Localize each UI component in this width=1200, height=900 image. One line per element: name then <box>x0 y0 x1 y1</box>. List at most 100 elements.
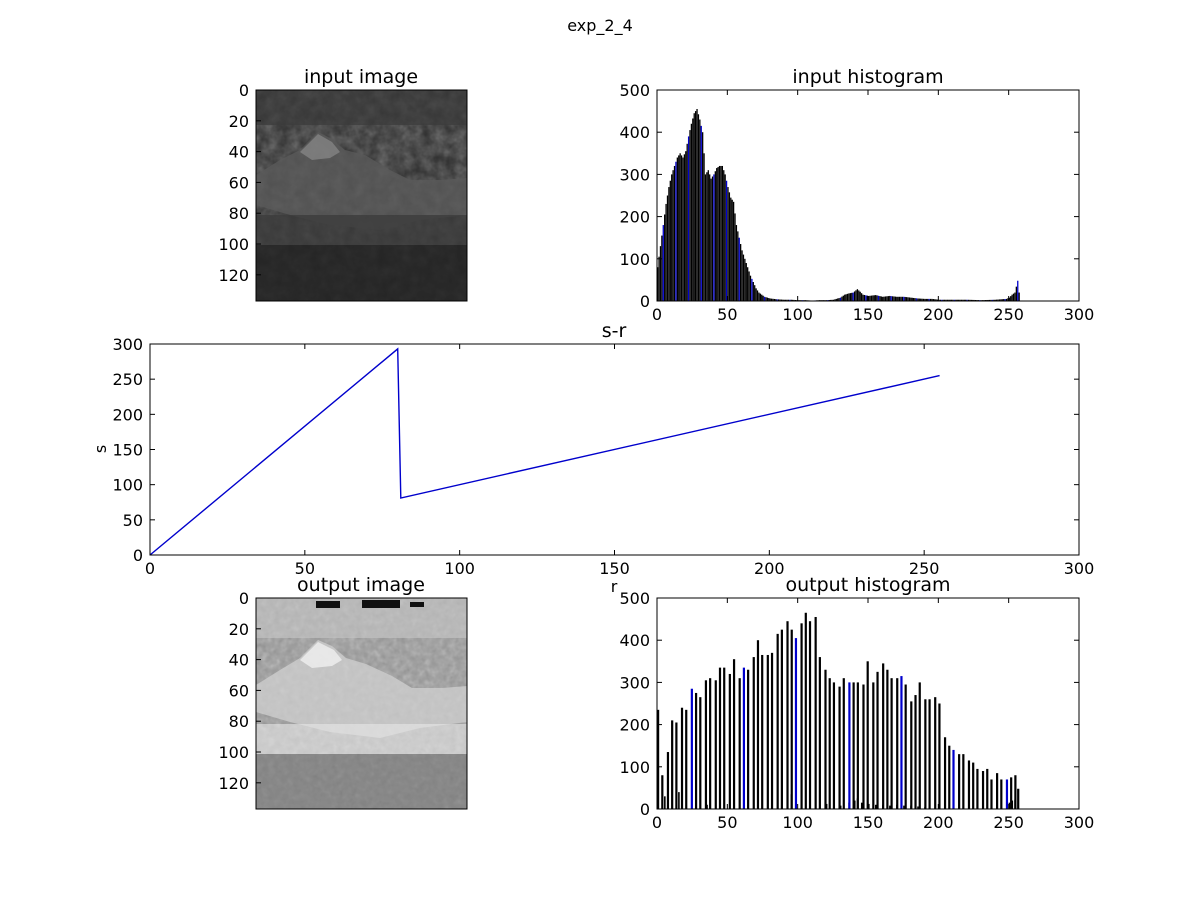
input-image-ytick-label: 20 <box>229 112 249 131</box>
output-histogram-bar <box>1005 779 1009 809</box>
input-histogram-bar <box>785 299 787 301</box>
output-histogram-bar <box>828 678 831 809</box>
input-histogram-bar <box>898 296 901 301</box>
input-histogram-bar <box>693 113 695 302</box>
output-histogram-small-bar <box>1008 802 1011 809</box>
input-histogram-bar <box>998 299 1001 301</box>
input-histogram-xtick-label: 100 <box>782 305 813 324</box>
input-histogram-bar <box>751 278 753 301</box>
input-histogram-bar <box>1018 292 1020 301</box>
input-histogram-xtick-label: 50 <box>717 305 737 324</box>
input-histogram-bar <box>839 297 842 301</box>
input-histogram-bar <box>996 299 998 301</box>
output-histogram-bar <box>1000 779 1003 809</box>
input-histogram-bar <box>723 170 725 301</box>
output-histogram-bar <box>800 623 803 809</box>
input-histogram-bar <box>879 296 881 301</box>
s-r-panel: s-r 0 50 100 150 200 250 300 0 50 100 150 200 250 300… <box>91 320 1094 596</box>
output-histogram-xtick-label: 300 <box>1064 813 1095 832</box>
input-histogram-bar <box>779 299 781 301</box>
output-histogram-xtick-label: 200 <box>923 813 954 832</box>
output-histogram-bar <box>666 752 670 809</box>
input-histogram-bar <box>862 294 864 301</box>
output-histogram-bar <box>714 680 717 809</box>
output-histogram-small-bar <box>853 800 856 809</box>
input-histogram-bar <box>845 294 847 301</box>
input-histogram-bar <box>707 170 709 301</box>
input-histogram-bar <box>765 297 767 301</box>
output-histogram-small-bar <box>706 804 708 809</box>
input-histogram-bar <box>958 299 960 301</box>
input-histogram-bar <box>945 299 947 301</box>
output-histogram-bar <box>882 663 885 809</box>
input-histogram-bar <box>676 157 678 301</box>
input-histogram-bar <box>828 299 830 301</box>
input-histogram-bar <box>671 174 673 301</box>
input-histogram-bar <box>866 295 868 301</box>
output-histogram-bar <box>661 775 664 809</box>
input-histogram-bar <box>718 165 721 301</box>
input-histogram-bar <box>739 244 742 301</box>
output-histogram-bar <box>680 707 684 809</box>
input-histogram-bar <box>692 118 694 301</box>
input-histogram-bar <box>865 295 867 301</box>
output-histogram-bar <box>958 754 961 809</box>
input-histogram-bar <box>882 296 884 301</box>
input-histogram-bar <box>910 297 912 301</box>
input-histogram-bar <box>928 298 930 301</box>
input-histogram-bar <box>737 231 739 301</box>
output-histogram-bar <box>675 722 678 809</box>
s-r-xtick-label: 100 <box>444 559 475 578</box>
input-histogram-bar <box>678 155 680 301</box>
input-histogram-bar <box>724 174 726 301</box>
input-histogram-bar <box>925 298 927 301</box>
input-histogram-bar <box>789 299 791 301</box>
input-histogram-bar <box>935 299 937 301</box>
output-histogram-bar <box>832 682 836 809</box>
output-histogram-bar <box>872 682 875 809</box>
s-r-xtick-label: 150 <box>599 559 630 578</box>
input-histogram-ytick-label: 100 <box>619 250 650 269</box>
input-histogram-bar <box>962 299 964 301</box>
output-image-ytick-label: 20 <box>229 620 249 639</box>
input-histogram-bar <box>831 299 833 301</box>
output-histogram-bar <box>804 612 807 809</box>
output-image-panel: output image 0 20 40 60 80 100 120 <box>218 574 468 810</box>
output-histogram-bar <box>900 676 903 809</box>
output-histogram-ytick-label: 400 <box>619 631 650 650</box>
input-histogram-bar <box>668 187 670 301</box>
input-histogram-bar <box>953 299 956 301</box>
input-histogram-bar <box>714 171 716 301</box>
output-histogram-small-bar <box>860 802 863 809</box>
input-histogram-bar <box>856 289 859 301</box>
input-histogram-bar <box>876 295 878 301</box>
input-histogram-bar <box>921 298 923 301</box>
output-histogram-bar <box>838 686 841 809</box>
output-histogram-bar <box>1010 777 1013 809</box>
output-image-ytick-label: 120 <box>218 774 249 793</box>
output-histogram-xtick-label: 150 <box>853 813 884 832</box>
input-histogram-bar <box>727 187 729 301</box>
output-histogram-bar <box>780 629 783 809</box>
input-histogram-bar <box>1000 299 1002 301</box>
input-histogram-bar <box>755 288 757 301</box>
output-histogram-bar <box>709 678 712 809</box>
input-histogram-bar <box>988 299 991 301</box>
input-histogram-bar <box>852 292 854 301</box>
input-histogram-bar <box>662 225 664 301</box>
output-histogram-bar <box>852 682 855 809</box>
output-histogram-bar <box>943 737 947 809</box>
input-histogram-bar <box>886 296 888 301</box>
output-histogram-bar <box>1014 775 1017 809</box>
output-histogram-bar <box>723 667 726 809</box>
output-histogram-small-bar <box>839 805 842 809</box>
input-histogram-bar <box>734 213 736 301</box>
output-histogram-bar <box>866 661 869 809</box>
input-histogram-bar <box>844 294 846 301</box>
output-histogram-small-bar <box>875 804 877 809</box>
output-histogram-title: output histogram <box>785 574 950 596</box>
output-histogram-bar <box>704 680 708 809</box>
input-histogram-bar <box>728 192 731 301</box>
input-histogram-bar <box>927 298 929 301</box>
input-histogram-bar <box>687 136 690 301</box>
